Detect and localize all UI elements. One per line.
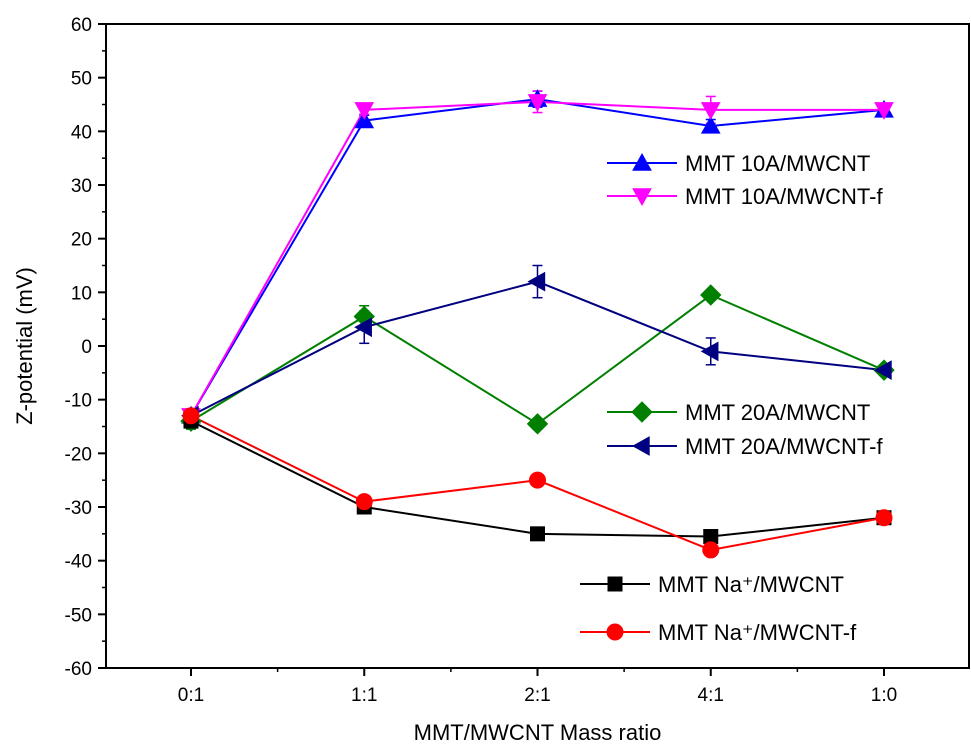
data-point — [700, 341, 719, 362]
x-tick-label: 4:1 — [698, 685, 724, 706]
legend-entry: MMT 20A/MWCNT-f — [607, 434, 883, 459]
y-tick-label: 10 — [71, 283, 92, 304]
legend-entry: MMT Na⁺/MWCNT-f — [580, 620, 857, 645]
y-tick-label: -50 — [65, 605, 92, 626]
data-point — [874, 102, 894, 120]
data-point — [702, 541, 720, 559]
y-tick-label: 50 — [71, 69, 92, 90]
y-tick-label: -10 — [65, 391, 92, 412]
data-point — [529, 471, 546, 489]
data-point — [527, 271, 546, 292]
legend-entry: MMT Na⁺/MWCNT — [580, 572, 844, 597]
series-line — [190, 280, 885, 417]
legend-label: MMT Na⁺/MWCNT — [658, 572, 844, 597]
x-tick-label: 1:0 — [871, 685, 897, 706]
legend-label: MMT Na⁺/MWCNT-f — [658, 620, 857, 645]
data-point — [700, 284, 722, 306]
y-tick-label: -40 — [65, 552, 92, 573]
legend-marker — [631, 401, 653, 423]
data-point — [703, 529, 719, 545]
legend-marker — [606, 623, 624, 641]
legend-marker — [632, 188, 652, 207]
data-point — [700, 115, 721, 134]
axis-ticks — [98, 23, 885, 676]
x-tick-label: 2:1 — [524, 685, 550, 706]
y-tick-label: 30 — [71, 176, 92, 197]
y-tick-label: -30 — [65, 498, 92, 519]
data-point — [875, 509, 893, 527]
data-point — [526, 413, 549, 435]
legend-label: MMT 10A/MWCNT — [685, 151, 870, 176]
y-tick-label: 60 — [71, 15, 92, 36]
y-tick-label: -60 — [65, 659, 92, 680]
data-point — [182, 407, 200, 425]
y-axis-title: Z-potential (mV) — [12, 267, 37, 425]
series-line — [190, 98, 885, 417]
x-tick-label: 1:1 — [351, 685, 377, 706]
tick-labels: -60 -50 -40 -30 -20 -10 0 10 20 30 40 50 60 0:1 1:1 2:1… — [65, 15, 898, 706]
data-point — [355, 493, 373, 511]
y-tick-label: -20 — [65, 444, 92, 465]
legend-label: MMT 10A/MWCNT-f — [685, 184, 883, 209]
data-point — [527, 94, 548, 112]
legend-marker — [607, 576, 623, 592]
legend-label: MMT 20A/MWCNT-f — [685, 434, 883, 459]
legend: MMT 10A/MWCNT MMT 10A/MWCNT-f MMT 20A/MWCN… — [580, 151, 883, 645]
x-tick-label: 0:1 — [178, 685, 204, 706]
x-axis-title: MMT/MWCNT Mass ratio — [414, 720, 662, 745]
data-point — [873, 360, 892, 380]
legend-entry: MMT 10A/MWCNT — [607, 151, 870, 176]
data-point — [354, 317, 372, 338]
legend-marker — [632, 152, 652, 171]
data-point — [530, 526, 545, 542]
series-markers — [180, 89, 895, 559]
series-line — [190, 100, 884, 417]
legend-label: MMT 20A/MWCNT — [685, 400, 870, 425]
y-tick-label: 40 — [71, 122, 92, 143]
y-tick-label: 20 — [71, 230, 92, 251]
legend-entry: MMT 20A/MWCNT — [607, 400, 870, 425]
legend-entry: MMT 10A/MWCNT-f — [607, 184, 883, 209]
y-tick-label: 0 — [81, 337, 92, 358]
legend-marker — [631, 436, 650, 456]
data-point — [354, 102, 375, 120]
data-point — [700, 102, 721, 120]
